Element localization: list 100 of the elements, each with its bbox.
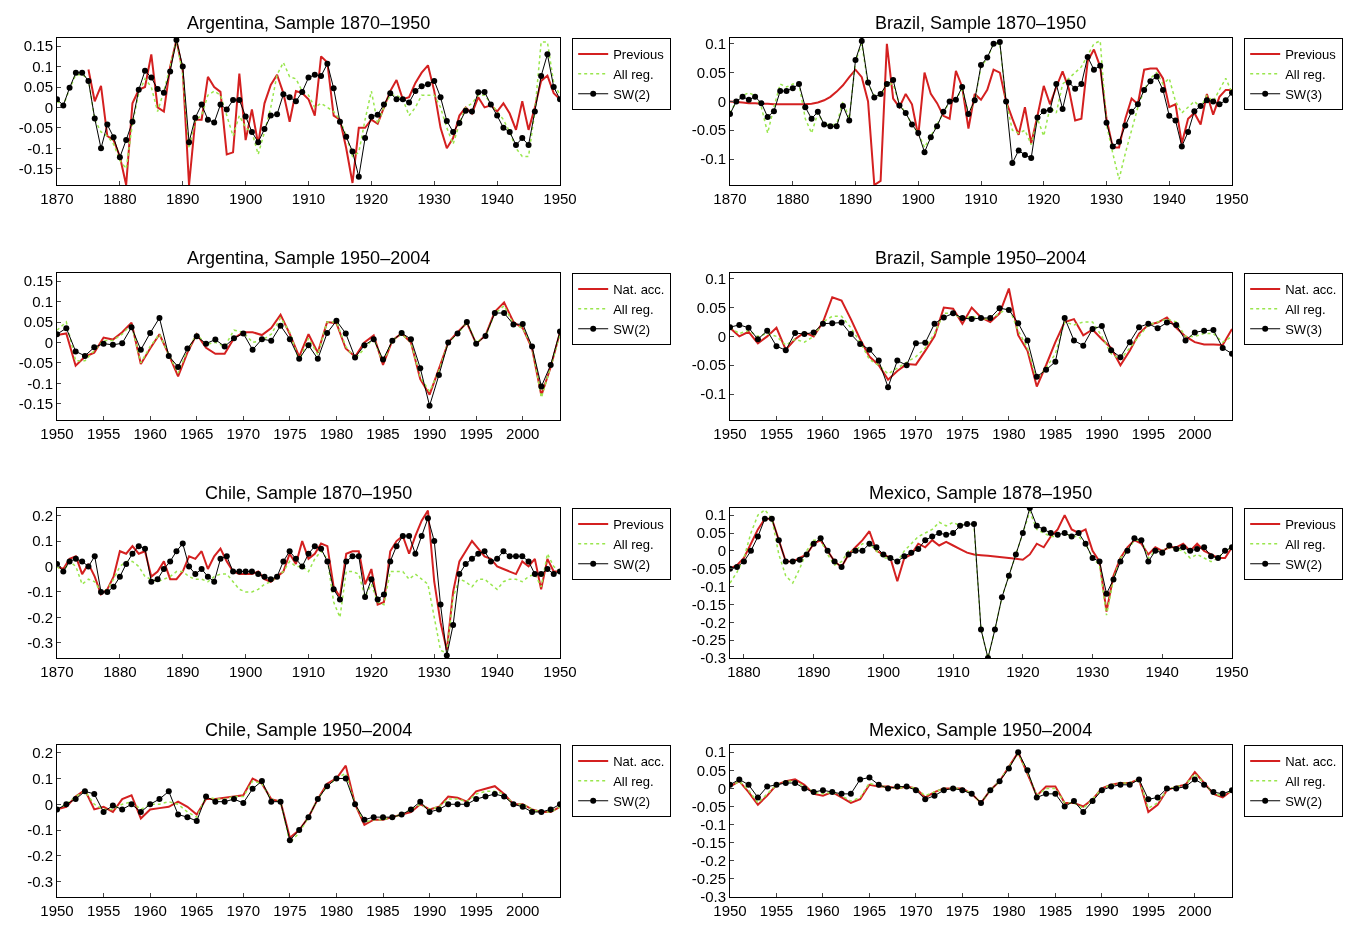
point — [249, 346, 256, 353]
x-tick-label: 1930 — [1075, 663, 1110, 680]
point — [996, 778, 1003, 785]
legend-label: Nat. acc. — [613, 282, 665, 298]
legend-label: All reg. — [613, 536, 654, 552]
point — [1154, 325, 1161, 332]
point — [352, 354, 359, 361]
point — [72, 348, 79, 355]
y-tick-label: 0 — [717, 327, 726, 345]
x-tick-label: 1870 — [40, 663, 74, 680]
point — [1126, 781, 1133, 788]
point — [1052, 790, 1059, 797]
point — [463, 801, 470, 808]
point — [137, 808, 144, 815]
point — [258, 336, 265, 343]
point — [193, 333, 200, 340]
point — [847, 331, 854, 338]
point — [91, 790, 98, 797]
point — [240, 330, 247, 337]
point — [792, 780, 799, 786]
point — [445, 339, 452, 346]
x-tick-label: 1880 — [103, 663, 137, 680]
point — [912, 340, 919, 347]
y-tick-label: -0.1 — [700, 385, 726, 403]
x-tick-label: 1900 — [901, 190, 935, 207]
y-tick-label: -0.15 — [18, 394, 53, 412]
point — [221, 798, 228, 805]
point — [1052, 358, 1059, 365]
x-tick-label: 1920 — [354, 663, 389, 680]
point — [1070, 798, 1077, 805]
y-tick-label: 0.1 — [705, 506, 726, 524]
x-tick-label: 1975 — [945, 902, 980, 919]
point — [156, 314, 163, 321]
x-tick-label: 1995 — [459, 902, 493, 919]
legend-label: All reg. — [1285, 66, 1326, 82]
x-tick-label: 1955 — [86, 425, 121, 442]
point — [426, 808, 433, 815]
x-tick-label: 1950 — [1215, 190, 1249, 207]
legend-label: All reg. — [613, 301, 654, 317]
point — [519, 321, 526, 328]
point — [1098, 323, 1105, 330]
y-tick-label: 0 — [44, 557, 53, 575]
point — [417, 365, 424, 372]
x-tick-label: 1960 — [133, 425, 167, 442]
x-tick-label: 1880 — [776, 190, 810, 207]
point — [764, 783, 771, 790]
point — [184, 345, 191, 352]
x-tick-label: 2000 — [1178, 425, 1212, 442]
point — [81, 788, 88, 795]
x-tick-label: 1950 — [40, 425, 74, 442]
point — [212, 336, 219, 343]
point — [137, 346, 144, 353]
y-tick-label: -0.05 — [691, 356, 726, 374]
x-tick-label: 1985 — [1038, 425, 1073, 442]
x-tick-label: 1980 — [992, 902, 1026, 919]
point — [1108, 783, 1115, 790]
y-tick-label: 0 — [717, 542, 726, 560]
line-series — [730, 514, 1232, 613]
point — [1163, 319, 1170, 326]
x-tick-label: 1930 — [1089, 190, 1124, 207]
point — [903, 783, 910, 790]
point — [482, 332, 489, 339]
y-tick-label: -0.2 — [700, 613, 726, 631]
point — [1191, 329, 1198, 336]
y-tick-label: -0.1 — [27, 139, 53, 157]
point — [128, 801, 135, 808]
x-tick-label: 1880 — [727, 663, 761, 680]
point — [1043, 790, 1050, 797]
x-tick-label: 1920 — [354, 190, 389, 207]
x-tick-label: 1990 — [1085, 902, 1119, 919]
point — [857, 776, 864, 783]
point — [875, 357, 882, 364]
point — [1108, 347, 1115, 354]
y-tick-label: 0 — [717, 779, 726, 797]
x-tick-label: 2000 — [506, 902, 540, 919]
legend-label: SW(2) — [613, 321, 651, 337]
point — [1182, 337, 1189, 344]
point — [510, 321, 517, 328]
point — [501, 793, 508, 800]
y-tick-label: 0 — [44, 333, 53, 351]
point — [165, 788, 172, 795]
point — [940, 314, 947, 321]
point — [885, 384, 892, 391]
y-tick-label: 0.1 — [32, 292, 53, 310]
point — [875, 781, 882, 788]
point — [435, 372, 442, 379]
x-tick-label: 1900 — [866, 663, 901, 680]
chart-title: Mexico, Sample 1950–2004 — [869, 720, 1093, 740]
x-tick-label: 1965 — [180, 902, 214, 919]
point — [407, 336, 414, 343]
point — [847, 790, 854, 797]
y-tick-label: 0.15 — [23, 272, 53, 290]
point — [463, 319, 470, 325]
point — [203, 793, 210, 800]
point — [119, 806, 126, 813]
point — [286, 837, 293, 844]
point — [510, 801, 517, 808]
y-tick-label: -0.25 — [691, 870, 726, 888]
point — [1154, 794, 1161, 801]
x-tick-label: 1960 — [133, 902, 167, 919]
